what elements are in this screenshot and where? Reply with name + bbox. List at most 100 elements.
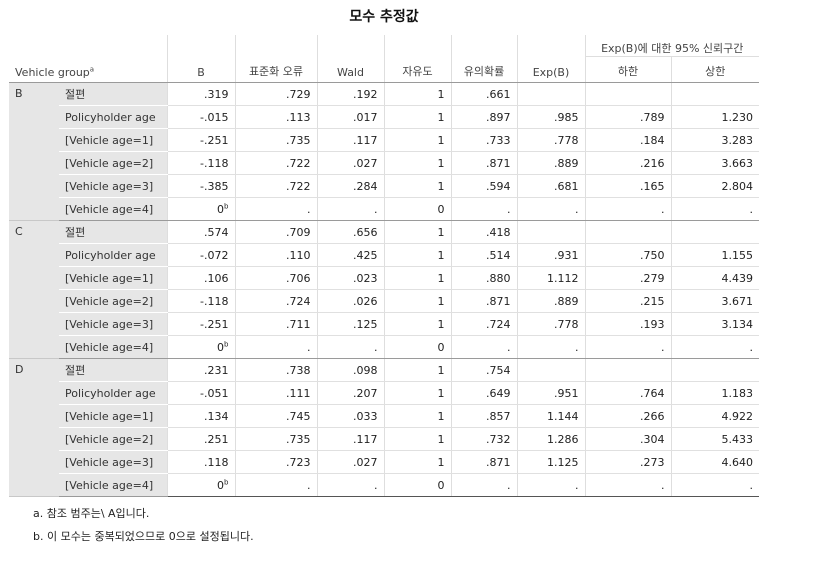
cell-sig: .871 (450, 450, 517, 474)
cell-expb: .778 (516, 312, 585, 336)
parameter-label: [Vehicle age=1] (59, 128, 167, 152)
cell-sig: .754 (450, 358, 517, 382)
cell-std-error: .722 (234, 151, 317, 175)
cell-std-error: . (234, 335, 317, 359)
cell-wald: .026 (316, 289, 384, 313)
cell-ci-upper: 5.433 (670, 427, 759, 451)
cell-sig: . (450, 197, 517, 221)
cell-b: -.072 (166, 243, 235, 267)
cell-wald: .425 (316, 243, 384, 267)
cell-b: -.118 (166, 151, 235, 175)
table-row: [Vehicle age=1] .134.745.033 1.857 1.144.26… (9, 404, 759, 428)
table-body: B 절편 .319.729.192 1.661 Policyholder age -.01… (9, 82, 759, 497)
table-row: C 절편 .574.709.656 1.418 (9, 220, 759, 359)
cell-wald: .117 (316, 128, 384, 152)
table-row: [Vehicle age=4] 0b.. 0.... (9, 335, 759, 359)
cell-ci-upper: . (670, 473, 759, 497)
parameter-label: 절편 (59, 220, 167, 244)
cell-ci-lower: . (584, 197, 671, 221)
cell-df: 1 (383, 381, 451, 405)
table-row: [Vehicle age=4] 0b.. 0.... (9, 473, 759, 497)
cell-std-error: .735 (234, 128, 317, 152)
cell-b: .106 (166, 266, 235, 290)
cell-ci-upper (670, 358, 759, 382)
col-header-wald: Wald (316, 35, 384, 83)
cell-ci-lower: .266 (584, 404, 671, 428)
footnote-marker: b (224, 477, 229, 486)
cell-ci-upper: 3.663 (670, 151, 759, 175)
cell-df: 1 (383, 450, 451, 474)
cell-b: -.385 (166, 174, 235, 198)
cell-wald: . (316, 335, 384, 359)
cell-wald: .033 (316, 404, 384, 428)
parameter-label: Policyholder age (59, 381, 167, 405)
parameter-label: [Vehicle age=1] (59, 266, 167, 290)
cell-b: .231 (166, 358, 235, 382)
col-header-df: 자유도 (383, 35, 451, 83)
cell-ci-lower: .279 (584, 266, 671, 290)
cell-expb (516, 220, 585, 244)
cell-wald: .023 (316, 266, 384, 290)
cell-b: -.015 (166, 105, 235, 129)
cell-expb: . (516, 473, 585, 497)
cell-expb: . (516, 197, 585, 221)
cell-std-error: .709 (234, 220, 317, 244)
cell-ci-upper: 4.922 (670, 404, 759, 428)
parameter-label: [Vehicle age=2] (59, 151, 167, 175)
cell-sig: .418 (450, 220, 517, 244)
table-row: [Vehicle age=1] .106.706.023 1.880 1.112.27… (9, 266, 759, 290)
table-row: [Vehicle age=2] -.118.724.026 1.871.889.21… (9, 289, 759, 313)
table-row: Policyholder age -.072.110.425 1.514.931.7… (9, 243, 759, 267)
cell-b: 0b (166, 473, 235, 497)
parameter-label: [Vehicle age=4] (59, 473, 167, 497)
parameter-label: Policyholder age (59, 243, 167, 267)
cell-ci-lower: .184 (584, 128, 671, 152)
cell-df: 0 (383, 197, 451, 221)
cell-ci-lower: .165 (584, 174, 671, 198)
group-label: B (9, 82, 59, 221)
cell-std-error: .723 (234, 450, 317, 474)
col-header-sig: 유의확률 (450, 35, 517, 83)
cell-expb: . (516, 335, 585, 359)
cell-sig: .732 (450, 427, 517, 451)
cell-expb: .889 (516, 289, 585, 313)
cell-df: 0 (383, 473, 451, 497)
cell-expb: .778 (516, 128, 585, 152)
cell-ci-upper: . (670, 335, 759, 359)
cell-ci-lower: .215 (584, 289, 671, 313)
row-dimension-header: Vehicle groupa (9, 35, 167, 83)
cell-wald: .125 (316, 312, 384, 336)
cell-ci-upper (670, 82, 759, 106)
cell-ci-lower: .304 (584, 427, 671, 451)
cell-sig: .871 (450, 289, 517, 313)
cell-b: .134 (166, 404, 235, 428)
cell-wald: .017 (316, 105, 384, 129)
table-title: 모수 추정값 (349, 9, 419, 25)
table-row: [Vehicle age=2] -.118.722.027 1.871.889.21… (9, 151, 759, 175)
parameter-label: [Vehicle age=1] (59, 404, 167, 428)
footnote-marker: b (224, 201, 229, 210)
cell-ci-upper (670, 220, 759, 244)
cell-df: 1 (383, 289, 451, 313)
cell-sig: .897 (450, 105, 517, 129)
footnote-a: a. 참조 범주는\ A입니다. (33, 507, 150, 520)
cell-ci-lower: .764 (584, 381, 671, 405)
cell-expb: .985 (516, 105, 585, 129)
cell-ci-upper: 2.804 (670, 174, 759, 198)
cell-std-error: .738 (234, 358, 317, 382)
cell-ci-lower (584, 220, 671, 244)
parameter-estimates-table: Vehicle groupa B 표준화 오류 Wald 자유도 유의확률 Ex… (9, 35, 759, 497)
parameter-label: [Vehicle age=2] (59, 427, 167, 451)
cell-df: 1 (383, 358, 451, 382)
cell-df: 1 (383, 128, 451, 152)
cell-sig: .649 (450, 381, 517, 405)
cell-expb: .931 (516, 243, 585, 267)
cell-df: 1 (383, 151, 451, 175)
cell-ci-upper: 3.134 (670, 312, 759, 336)
cell-b: 0b (166, 197, 235, 221)
col-header-upper: 상한 (670, 56, 759, 83)
cell-ci-lower (584, 358, 671, 382)
cell-ci-upper: 1.155 (670, 243, 759, 267)
table-row: [Vehicle age=4] 0b.. 0.... (9, 197, 759, 221)
cell-sig: .857 (450, 404, 517, 428)
